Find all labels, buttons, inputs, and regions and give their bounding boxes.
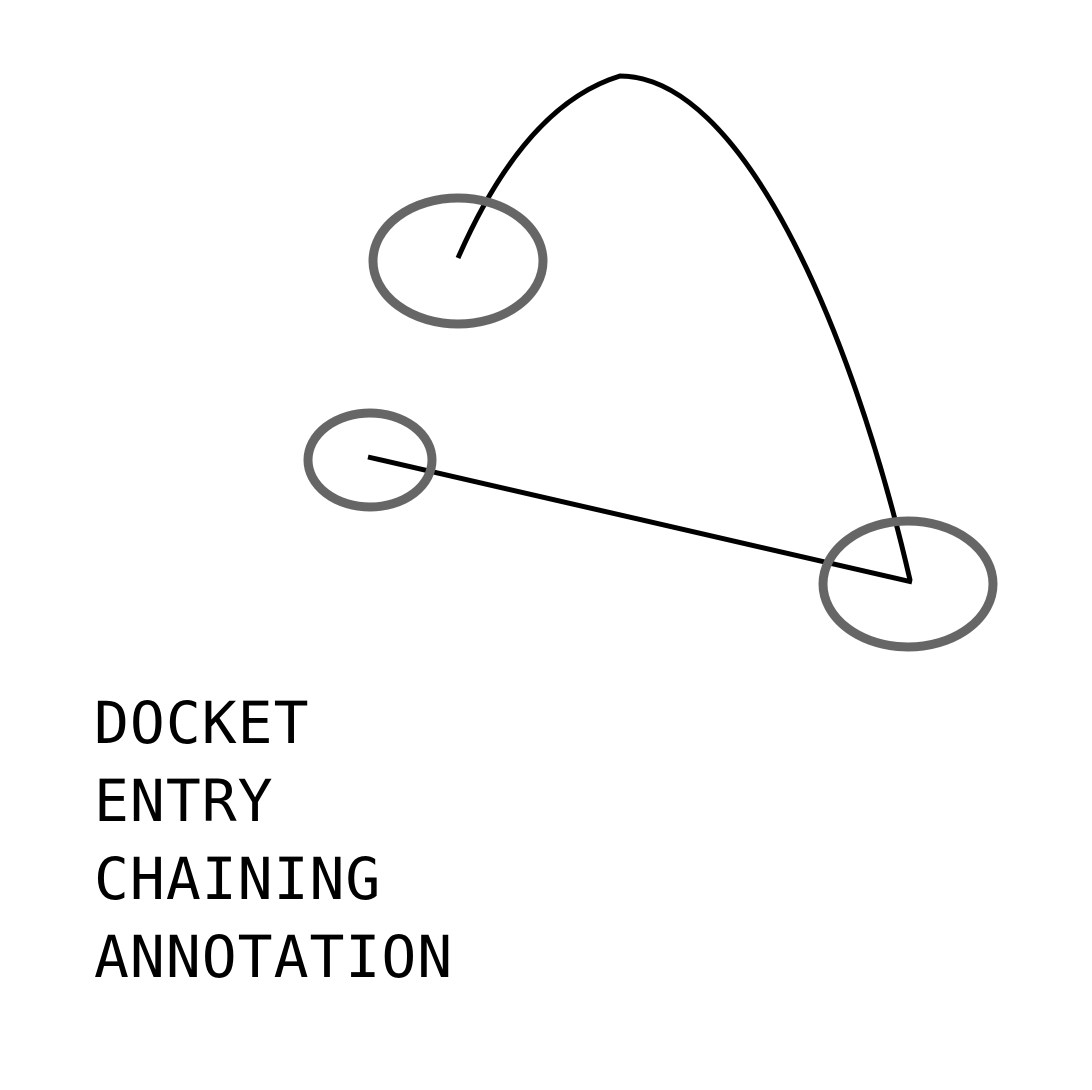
connectors [367, 73, 913, 585]
nodes [303, 193, 998, 652]
caption-line-1: DOCKET [94, 689, 310, 757]
caption-line-4: ANNOTATION [94, 923, 454, 991]
node-ring-left [303, 408, 437, 512]
caption-line-2: ENTRY [94, 767, 274, 835]
curved-connector [455, 73, 913, 581]
node-ring-upper [368, 193, 548, 329]
node-ring-right [818, 516, 998, 652]
caption-line-3: CHAINING [94, 845, 382, 913]
straight-connector [367, 454, 913, 585]
caption: DOCKET ENTRY CHAINING ANNOTATION [94, 684, 453, 996]
